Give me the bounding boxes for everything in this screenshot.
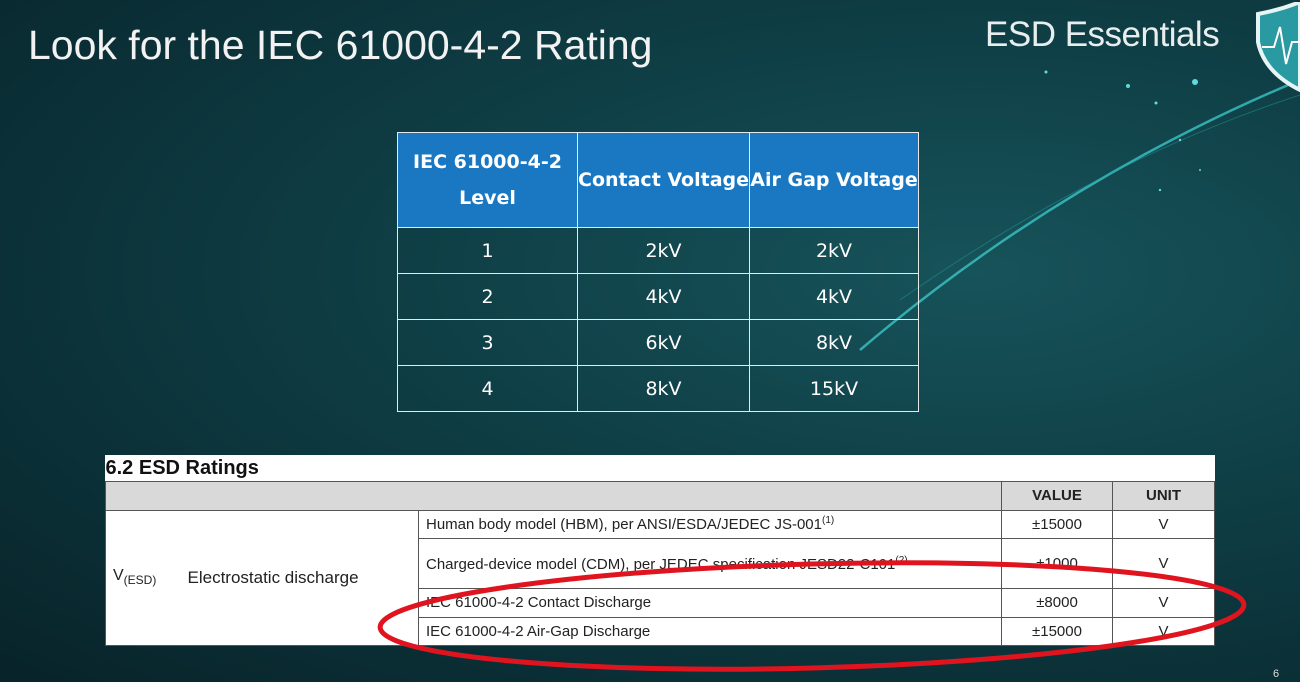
cell-air-gap: 4kV bbox=[749, 273, 919, 320]
symbol-subscript: (ESD) bbox=[123, 573, 157, 588]
unit-cell: V bbox=[1112, 587, 1215, 618]
cell-level: 3 bbox=[397, 319, 578, 366]
header-level: IEC 61000-4-2 Level bbox=[397, 132, 578, 228]
value-cell: ±8000 bbox=[1001, 587, 1113, 618]
cell-contact: 4kV bbox=[577, 273, 750, 320]
unit-cell: V bbox=[1112, 537, 1215, 589]
condition-cell: Charged-device model (CDM), per JEDEC sp… bbox=[418, 537, 1002, 589]
condition-cell: IEC 61000-4-2 Air-Gap Discharge bbox=[418, 616, 1002, 646]
unit-cell: V bbox=[1112, 509, 1215, 539]
esd-ratings-table: 6.2 ESD Ratings VALUE UNIT V(ESD) Electr… bbox=[105, 455, 1215, 646]
header-contact-voltage: Contact Voltage bbox=[577, 132, 750, 228]
table-row: 1 2kV 2kV bbox=[397, 227, 919, 274]
unit-cell: V bbox=[1112, 616, 1215, 646]
iec-level-table: IEC 61000-4-2 Level Contact Voltage Air … bbox=[397, 132, 919, 412]
header-value: VALUE bbox=[1001, 480, 1113, 511]
condition-text: Charged-device model (CDM), per JEDEC sp… bbox=[426, 556, 896, 573]
symbol-cell: V(ESD) bbox=[105, 509, 181, 646]
header-unit: UNIT bbox=[1112, 480, 1215, 511]
page-number: 6 bbox=[1273, 668, 1280, 680]
slide-title: Look for the IEC 61000-4-2 Rating bbox=[28, 22, 653, 68]
value-cell: ±15000 bbox=[1001, 616, 1113, 646]
shield-heartbeat-logo-icon bbox=[1256, 2, 1300, 92]
cell-air-gap: 2kV bbox=[749, 227, 919, 274]
parameter-cell: Electrostatic discharge bbox=[180, 509, 419, 646]
footnote-ref: (2) bbox=[895, 555, 908, 566]
condition-cell: Human body model (HBM), per ANSI/ESDA/JE… bbox=[418, 509, 1002, 539]
condition-text: Human body model (HBM), per ANSI/ESDA/JE… bbox=[426, 516, 822, 533]
section-title: 6.2 ESD Ratings bbox=[105, 456, 259, 479]
condition-cell: IEC 61000-4-2 Contact Discharge bbox=[418, 587, 1002, 618]
brand-name: ESD Essentials bbox=[985, 15, 1220, 54]
value-cell: ±1000 bbox=[1001, 537, 1113, 589]
header-blank bbox=[105, 480, 1002, 511]
cell-contact: 2kV bbox=[577, 227, 750, 274]
footnote-ref: (1) bbox=[821, 515, 835, 526]
table-row: 2 4kV 4kV bbox=[397, 273, 919, 320]
value-cell: ±15000 bbox=[1001, 509, 1113, 539]
table-row: 4 8kV 15kV bbox=[397, 365, 919, 412]
header-air-gap-voltage: Air Gap Voltage bbox=[749, 132, 919, 228]
cell-contact: 8kV bbox=[577, 365, 750, 412]
symbol: V bbox=[113, 567, 124, 585]
table-row: 3 6kV 8kV bbox=[397, 319, 919, 366]
cell-air-gap: 8kV bbox=[749, 319, 919, 366]
cell-level: 2 bbox=[397, 273, 578, 320]
cell-contact: 6kV bbox=[577, 319, 750, 366]
cell-level: 1 bbox=[397, 227, 578, 274]
cell-level: 4 bbox=[397, 365, 578, 412]
table-row: V(ESD) Electrostatic discharge Human bod… bbox=[105, 509, 1215, 646]
cell-air-gap: 15kV bbox=[749, 365, 919, 412]
